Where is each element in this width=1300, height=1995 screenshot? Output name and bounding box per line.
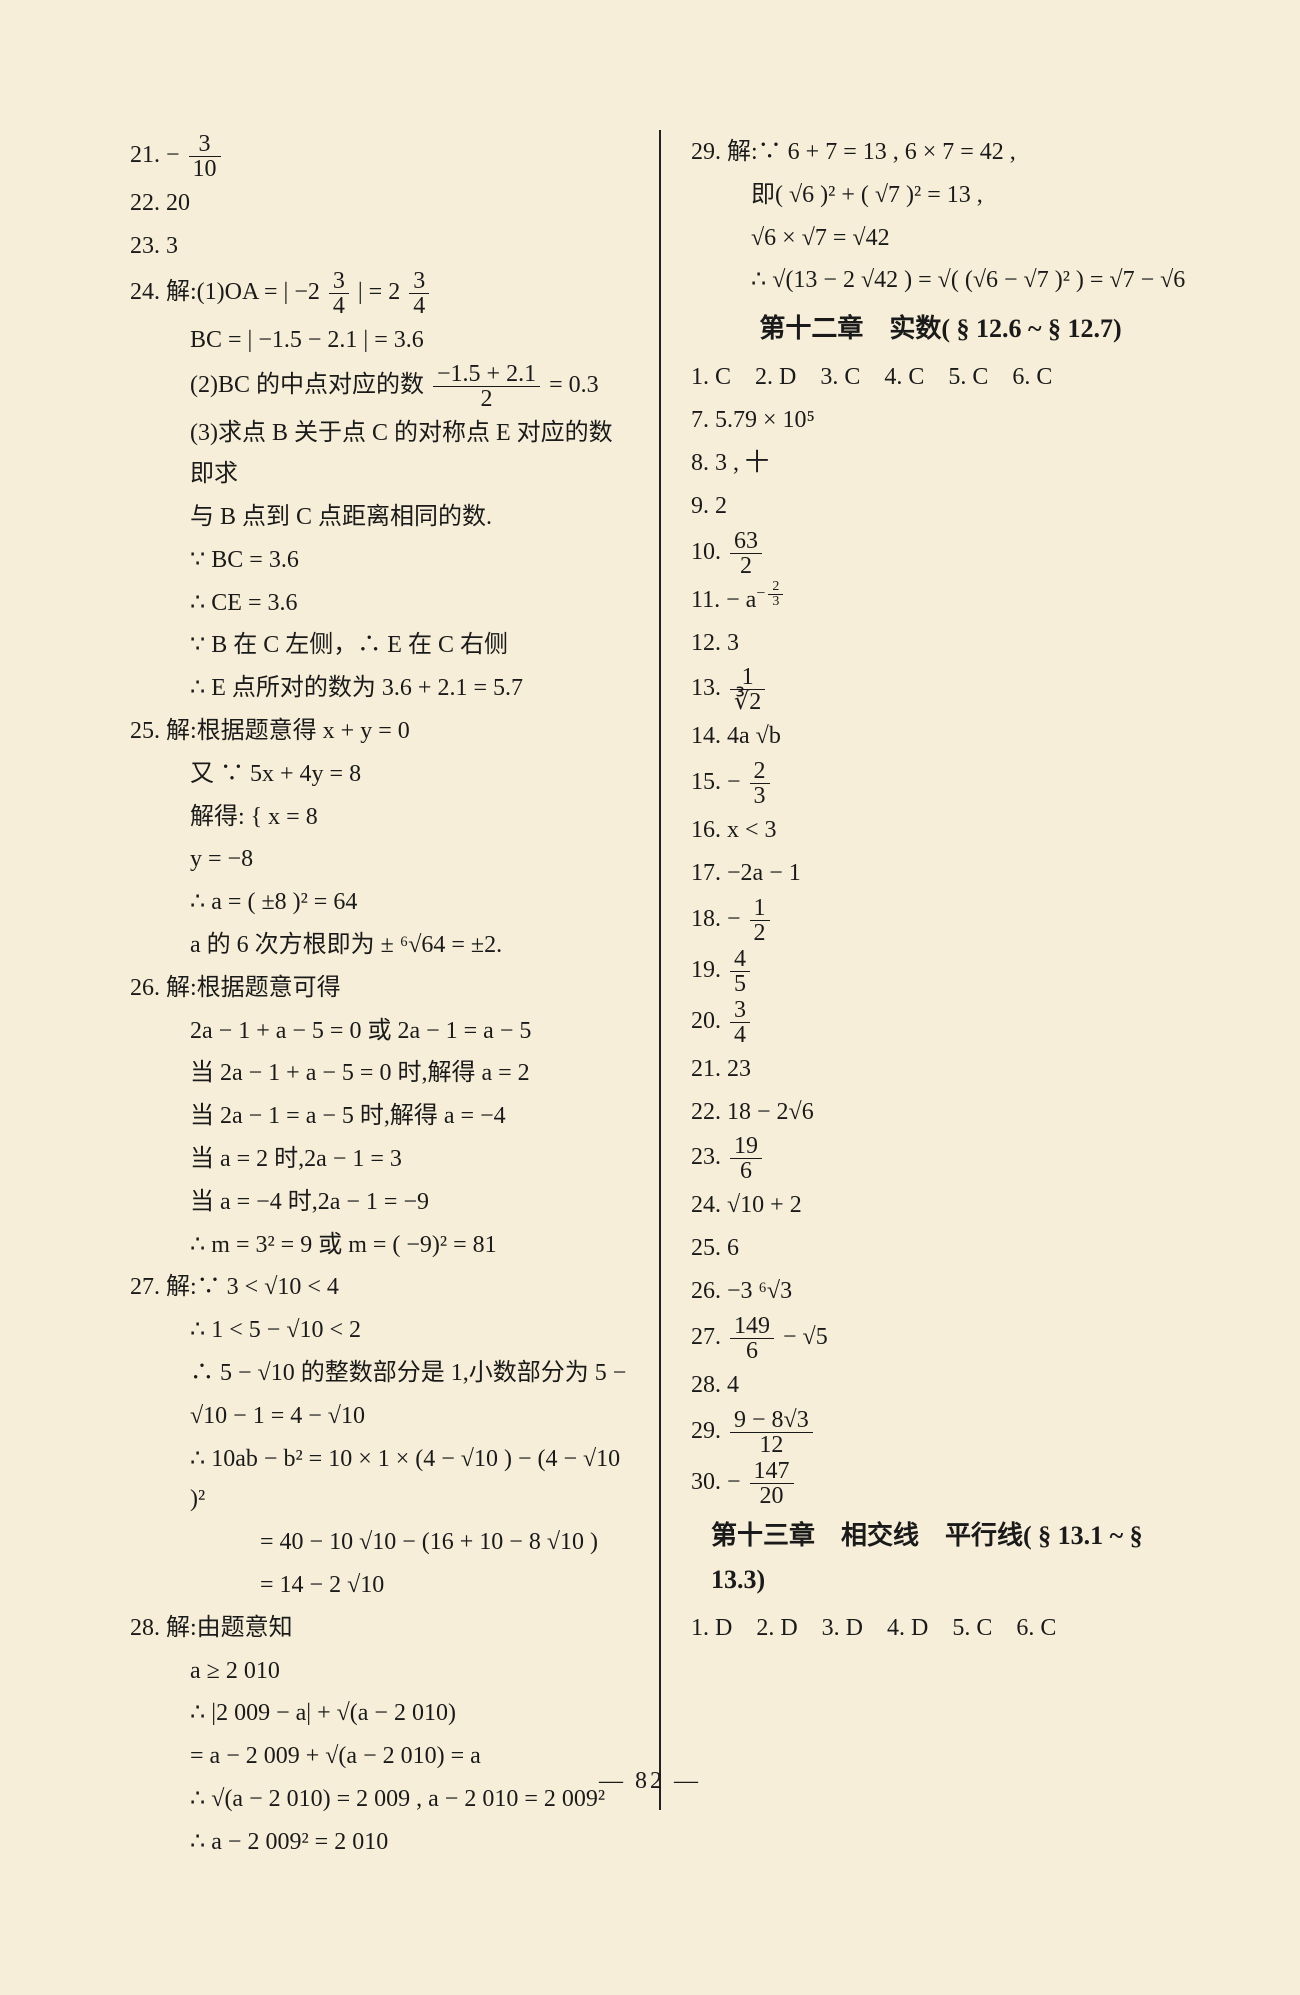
r17: 17. −2a − 1 xyxy=(691,853,1190,894)
r10: 10. 63 2 xyxy=(691,529,1190,578)
r23: 23. 19 6 xyxy=(691,1134,1190,1183)
q24-f: ∵ BC = 3.6 xyxy=(130,540,629,581)
q25-d: y = −8 xyxy=(130,839,629,880)
q24-part3b: 与 B 点到 C 点距离相同的数. xyxy=(130,497,629,538)
r27: 27. 149 6 − √5 xyxy=(691,1314,1190,1363)
q25-a: 25. 解:根据题意得 x + y = 0 xyxy=(130,711,629,752)
q29-d: ∴ √(13 − 2 √42 ) = √( (√6 − √7 )² ) = √7… xyxy=(691,260,1190,301)
q25-b: 又 ∵ 5x + 4y = 8 xyxy=(130,754,629,795)
r18: 18. − 1 2 xyxy=(691,896,1190,945)
r15: 15. − 2 3 xyxy=(691,759,1190,808)
q23: 23. 3 xyxy=(130,226,629,267)
q24-frac-b: 3 4 xyxy=(409,269,429,318)
r13: 13. 1 ∛2 xyxy=(691,665,1190,714)
q21: 21. − 3 10 xyxy=(130,132,629,181)
r11: 11. − a−23 xyxy=(691,580,1190,621)
r21: 21. 23 xyxy=(691,1049,1190,1090)
q27-b: ∴ 1 < 5 − √10 < 2 xyxy=(130,1310,629,1351)
r29-ans: 29. 9 − 8√3 12 xyxy=(691,1408,1190,1457)
q24-midpoint-frac: −1.5 + 2.1 2 xyxy=(433,362,540,411)
q26-b: 2a − 1 + a − 5 = 0 或 2a − 1 = a − 5 xyxy=(130,1011,629,1052)
r12: 12. 3 xyxy=(691,623,1190,664)
q25-f: a 的 6 次方根即为 ± ⁶√64 = ±2. xyxy=(130,925,629,966)
r7: 7. 5.79 × 10⁵ xyxy=(691,400,1190,441)
r22: 22. 18 − 2√6 xyxy=(691,1092,1190,1133)
q27-c: ∴ 5 − √10 的整数部分是 1,小数部分为 5 − xyxy=(130,1353,629,1394)
r16: 16. x < 3 xyxy=(691,810,1190,851)
r8: 8. 3 , 十 xyxy=(691,443,1190,484)
q27-a: 27. 解:∵ 3 < √10 < 4 xyxy=(130,1267,629,1308)
q28-a: 28. 解:由题意知 xyxy=(130,1608,629,1649)
q27-f: = 40 − 10 √10 − (16 + 10 − 8 √10 ) xyxy=(130,1522,629,1563)
q22: 22. 20 xyxy=(130,183,629,224)
r14: 14. 4a √b xyxy=(691,716,1190,757)
q24-h: ∵ B 在 C 左侧，∴ E 在 C 右侧 xyxy=(130,625,629,666)
r24: 24. √10 + 2 xyxy=(691,1185,1190,1226)
q25-c: 解得: { x = 8 xyxy=(130,797,629,838)
q24-bc: BC = | −1.5 − 2.1 | = 3.6 xyxy=(130,320,629,361)
ch13-mc-answers: 1. D 2. D 3. D 4. D 5. C 6. C xyxy=(691,1608,1190,1649)
q26-c: 当 2a − 1 + a − 5 = 0 时,解得 a = 2 xyxy=(130,1053,629,1094)
chapter-12-heading: 第十二章 实数( § 12.6 ~ § 12.7) xyxy=(691,307,1190,351)
q28-c: ∴ |2 009 − a| + √(a − 2 010) xyxy=(130,1693,629,1734)
r20: 20. 3 4 xyxy=(691,998,1190,1047)
left-column: 21. − 3 10 22. 20 23. 3 24. 解:(1)OA = | … xyxy=(130,130,659,1810)
q26-d: 当 2a − 1 = a − 5 时,解得 a = −4 xyxy=(130,1096,629,1137)
chapter-13-heading: 第十三章 相交线 平行线( § 13.1 ~ § 13.3) xyxy=(691,1514,1190,1602)
page: 21. − 3 10 22. 20 23. 3 24. 解:(1)OA = | … xyxy=(0,0,1300,1995)
q26-e: 当 a = 2 时,2a − 1 = 3 xyxy=(130,1139,629,1180)
q27-e: ∴ 10ab − b² = 10 × 1 × (4 − √10 ) − (4 −… xyxy=(130,1439,629,1521)
q25-e: ∴ a = ( ±8 )² = 64 xyxy=(130,882,629,923)
two-column-layout: 21. − 3 10 22. 20 23. 3 24. 解:(1)OA = | … xyxy=(130,130,1190,1810)
q24-part1: 24. 解:(1)OA = | −2 3 4 | = 2 3 4 xyxy=(130,269,629,318)
q24-part3a: (3)求点 B 关于点 C 的对称点 E 对应的数即求 xyxy=(130,413,629,495)
q24-i: ∴ E 点所对的数为 3.6 + 2.1 = 5.7 xyxy=(130,668,629,709)
q29-b: 即( √6 )² + ( √7 )² = 13 , xyxy=(691,175,1190,216)
q24-part2: (2)BC 的中点对应的数 −1.5 + 2.1 2 = 0.3 xyxy=(130,362,629,411)
q26-f: 当 a = −4 时,2a − 1 = −9 xyxy=(130,1182,629,1223)
q24-g: ∴ CE = 3.6 xyxy=(130,583,629,624)
r19: 19. 4 5 xyxy=(691,947,1190,996)
q29-c: √6 × √7 = √42 xyxy=(691,218,1190,259)
r28: 28. 4 xyxy=(691,1365,1190,1406)
q21-text: 21. − xyxy=(130,142,180,168)
q26-a: 26. 解:根据题意可得 xyxy=(130,968,629,1009)
q28-b: a ≥ 2 010 xyxy=(130,1651,629,1692)
r9: 9. 2 xyxy=(691,486,1190,527)
r26: 26. −3 ⁶√3 xyxy=(691,1271,1190,1312)
right-column: 29. 解:∵ 6 + 7 = 13 , 6 × 7 = 42 , 即( √6 … xyxy=(661,130,1190,1810)
q26-g: ∴ m = 3² = 9 或 m = ( −9)² = 81 xyxy=(130,1225,629,1266)
ch12-mc-answers: 1. C 2. D 3. C 4. C 5. C 6. C xyxy=(691,357,1190,398)
q24-frac-a: 3 4 xyxy=(329,269,349,318)
r30: 30. − 147 20 xyxy=(691,1459,1190,1508)
q21-frac: 3 10 xyxy=(189,132,221,181)
q29-a: 29. 解:∵ 6 + 7 = 13 , 6 × 7 = 42 , xyxy=(691,132,1190,173)
q27-g: = 14 − 2 √10 xyxy=(130,1565,629,1606)
page-number: — 82 — xyxy=(0,1768,1300,1795)
r25: 25. 6 xyxy=(691,1228,1190,1269)
q28-f: ∴ a − 2 009² = 2 010 xyxy=(130,1822,629,1863)
q27-d: √10 − 1 = 4 − √10 xyxy=(130,1396,629,1437)
